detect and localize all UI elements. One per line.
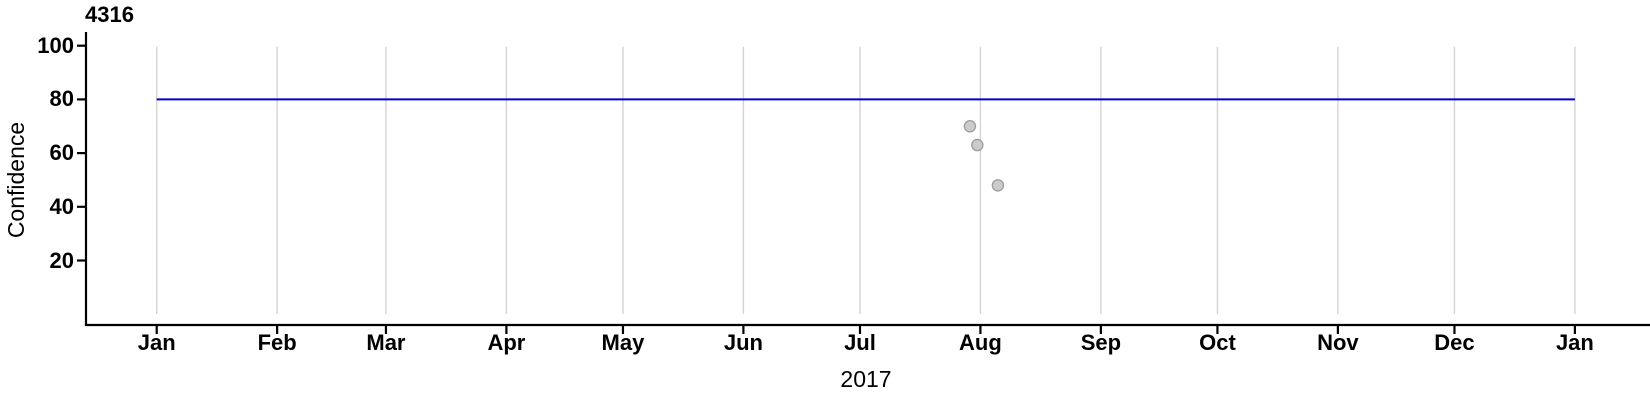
- data-point: [963, 120, 977, 133]
- y-tick-label: 60: [49, 140, 74, 166]
- x-tick-label: Sep: [1080, 330, 1122, 355]
- chart-title: 4316: [85, 2, 134, 27]
- x-tick-label: Apr: [487, 330, 526, 355]
- data-point: [991, 179, 1005, 192]
- x-tick-label: Jan: [1555, 330, 1594, 355]
- x-tick-label: Jun: [723, 330, 763, 355]
- data-point: [971, 138, 984, 152]
- x-tick-label: May: [601, 330, 645, 355]
- y-tick-label: 40: [49, 193, 74, 219]
- y-tick-label: 20: [49, 247, 74, 273]
- x-tick-label: Mar: [366, 330, 406, 355]
- x-axis-title: 2017: [840, 366, 892, 392]
- x-tick-label: Dec: [1434, 330, 1475, 355]
- x-tick-label: Nov: [1317, 330, 1359, 355]
- x-tick-label: Feb: [257, 330, 297, 355]
- x-tick-label: Aug: [959, 330, 1002, 355]
- y-tick-label: 80: [49, 86, 74, 112]
- x-tick-label: Oct: [1199, 330, 1236, 355]
- x-tick-label: Jan: [137, 330, 176, 355]
- y-tick-label: 100: [37, 32, 74, 58]
- x-tick-label: Jul: [844, 330, 876, 355]
